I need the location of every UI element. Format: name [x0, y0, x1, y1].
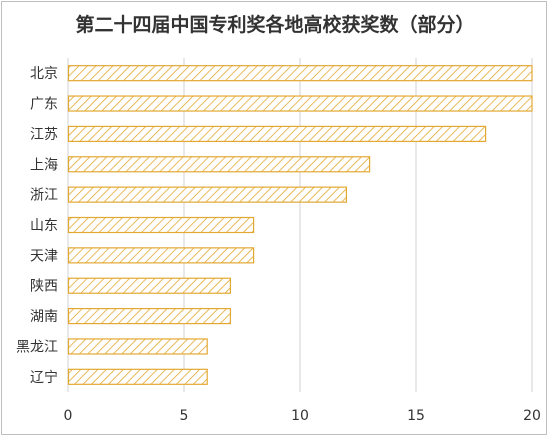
bar-1 [67, 95, 533, 112]
category-label: 陕西 [30, 279, 58, 295]
bar-0 [67, 65, 533, 82]
bar-4 [67, 186, 347, 203]
category-label: 浙江 [30, 188, 58, 204]
category-label: 辽宁 [30, 369, 58, 386]
bar-10 [67, 368, 208, 385]
category-label: 黑龙江 [16, 339, 58, 355]
x-tick-labels: 0 5 10 15 20 [64, 408, 541, 424]
bar-2 [67, 125, 487, 143]
category-label: 山东 [30, 218, 58, 234]
bars [67, 65, 533, 385]
category-label: 北京 [30, 66, 58, 82]
category-label: 上海 [30, 157, 58, 173]
category-label: 广东 [30, 97, 58, 113]
bar-3 [67, 156, 371, 173]
x-tick-label: 10 [291, 408, 309, 424]
category-label: 江苏 [30, 127, 58, 143]
category-label: 湖南 [30, 309, 58, 325]
bar-8 [67, 307, 231, 325]
x-tick-label: 20 [523, 408, 541, 424]
x-tick-label: 5 [180, 408, 189, 424]
bar-9 [67, 338, 208, 355]
x-tick-label: 0 [64, 408, 73, 424]
chart-title: 第二十四届中国专利奖各地高校获奖数（部分） [75, 14, 475, 36]
bar-6 [67, 247, 255, 264]
x-tick-label: 15 [407, 408, 425, 424]
category-label: 天津 [30, 248, 58, 264]
bar-7 [67, 277, 231, 294]
bar-5 [67, 216, 255, 234]
